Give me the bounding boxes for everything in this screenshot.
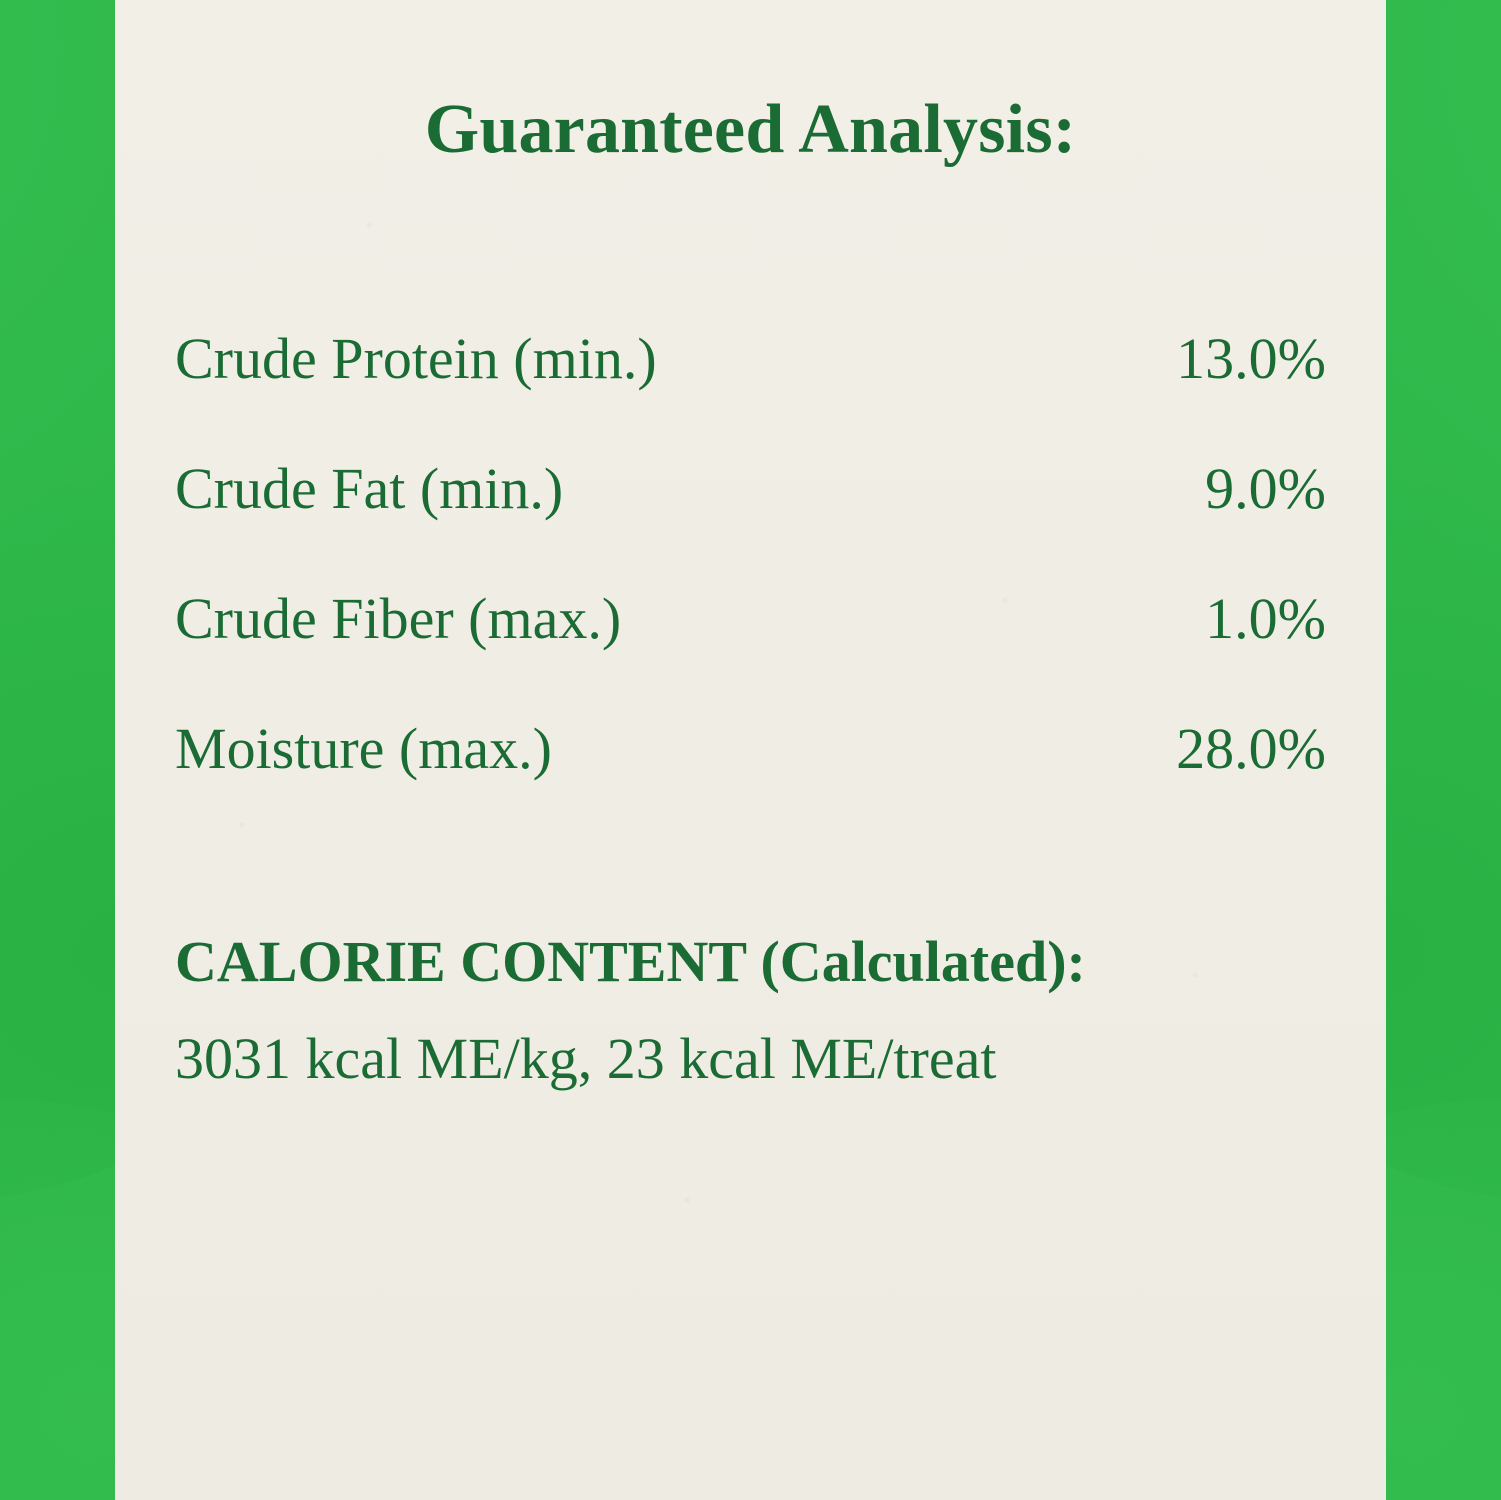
analysis-rows: Crude Protein (min.) 13.0% Crude Fat (mi… [175,320,1326,778]
analysis-value: 9.0% [1205,460,1326,518]
dot-leader [659,320,1175,378]
calorie-content-block: CALORIE CONTENT (Calculated): 3031 kcal … [175,928,1326,1092]
analysis-row: Crude Fat (min.) 9.0% [175,450,1326,518]
analysis-label: Crude Protein (min.) [175,330,657,388]
analysis-label: Crude Fiber (max.) [175,590,621,648]
analysis-value: 1.0% [1205,590,1326,648]
analysis-value: 13.0% [1176,330,1326,388]
calorie-value: 3031 kcal ME/kg, 23 kcal ME/treat [175,1025,1326,1092]
analysis-value: 28.0% [1176,720,1326,778]
calorie-heading: CALORIE CONTENT (Calculated): [175,928,1326,995]
dot-leader [554,710,1174,768]
panel-title: Guaranteed Analysis: [175,90,1326,170]
dot-leader [623,580,1203,638]
analysis-row: Crude Fiber (max.) 1.0% [175,580,1326,648]
analysis-label: Moisture (max.) [175,720,552,778]
analysis-row: Crude Protein (min.) 13.0% [175,320,1326,388]
dot-leader [565,450,1203,508]
nutrition-panel: Guaranteed Analysis: Crude Protein (min.… [115,0,1386,1500]
analysis-row: Moisture (max.) 28.0% [175,710,1326,778]
analysis-label: Crude Fat (min.) [175,460,563,518]
